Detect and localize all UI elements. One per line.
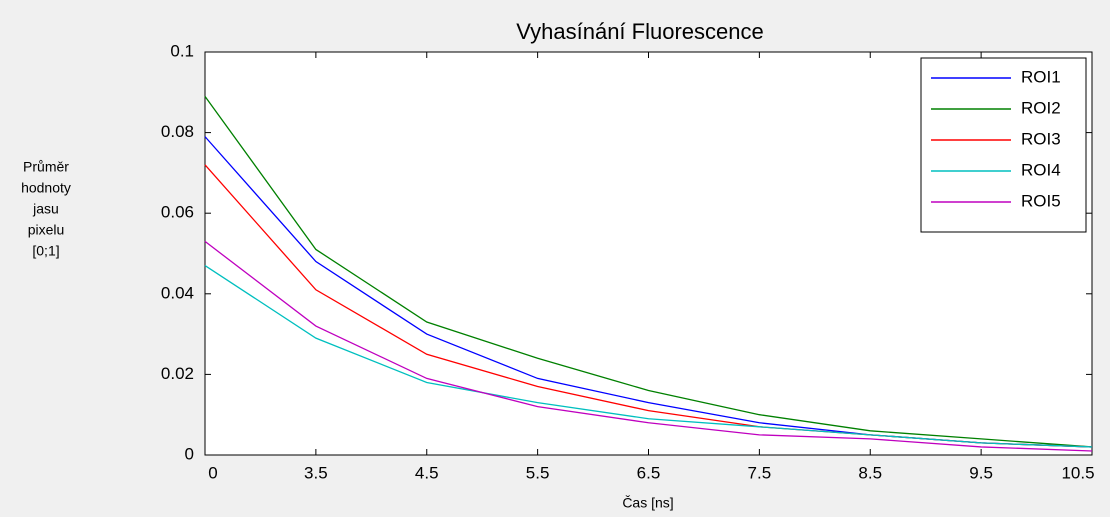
x-tick-label: 6.5 [637,463,661,482]
x-tick-label: 10.5 [1061,463,1094,482]
y-tick-label: 0.02 [161,364,194,383]
legend-label: ROI1 [1021,67,1061,86]
y-tick-label: 0.04 [161,283,194,302]
y-axis-label: hodnoty [21,180,71,196]
legend-label: ROI5 [1021,191,1061,210]
legend-label: ROI4 [1021,160,1061,179]
y-axis-label: pixelu [28,222,65,238]
y-axis-label: jasu [32,201,59,217]
series-line [204,95,1093,448]
y-axis-label: Průměr [23,159,69,175]
chart-title: Vyhasínání Fluorescence [516,19,763,44]
x-tick-label: 7.5 [748,463,772,482]
x-tick-label: 8.5 [858,463,882,482]
legend-label: ROI3 [1021,129,1061,148]
y-axis-label: [0;1] [32,243,59,259]
x-tick-label: 4.5 [415,463,439,482]
legend-label: ROI2 [1021,98,1061,117]
series-line [204,265,1093,448]
x-tick-label: 5.5 [526,463,550,482]
x-tick-label: 9.5 [969,463,993,482]
y-tick-label: 0.08 [161,122,194,141]
series-line [204,240,1093,452]
y-tick-label: 0.1 [170,41,194,60]
x-tick-label: 0 [208,463,217,482]
legend-box [920,57,1087,233]
x-axis-label: Čas [ns] [622,495,673,511]
y-tick-label: 0 [185,444,194,463]
x-tick-label: 3.5 [304,463,328,482]
y-tick-label: 0.06 [161,203,194,222]
